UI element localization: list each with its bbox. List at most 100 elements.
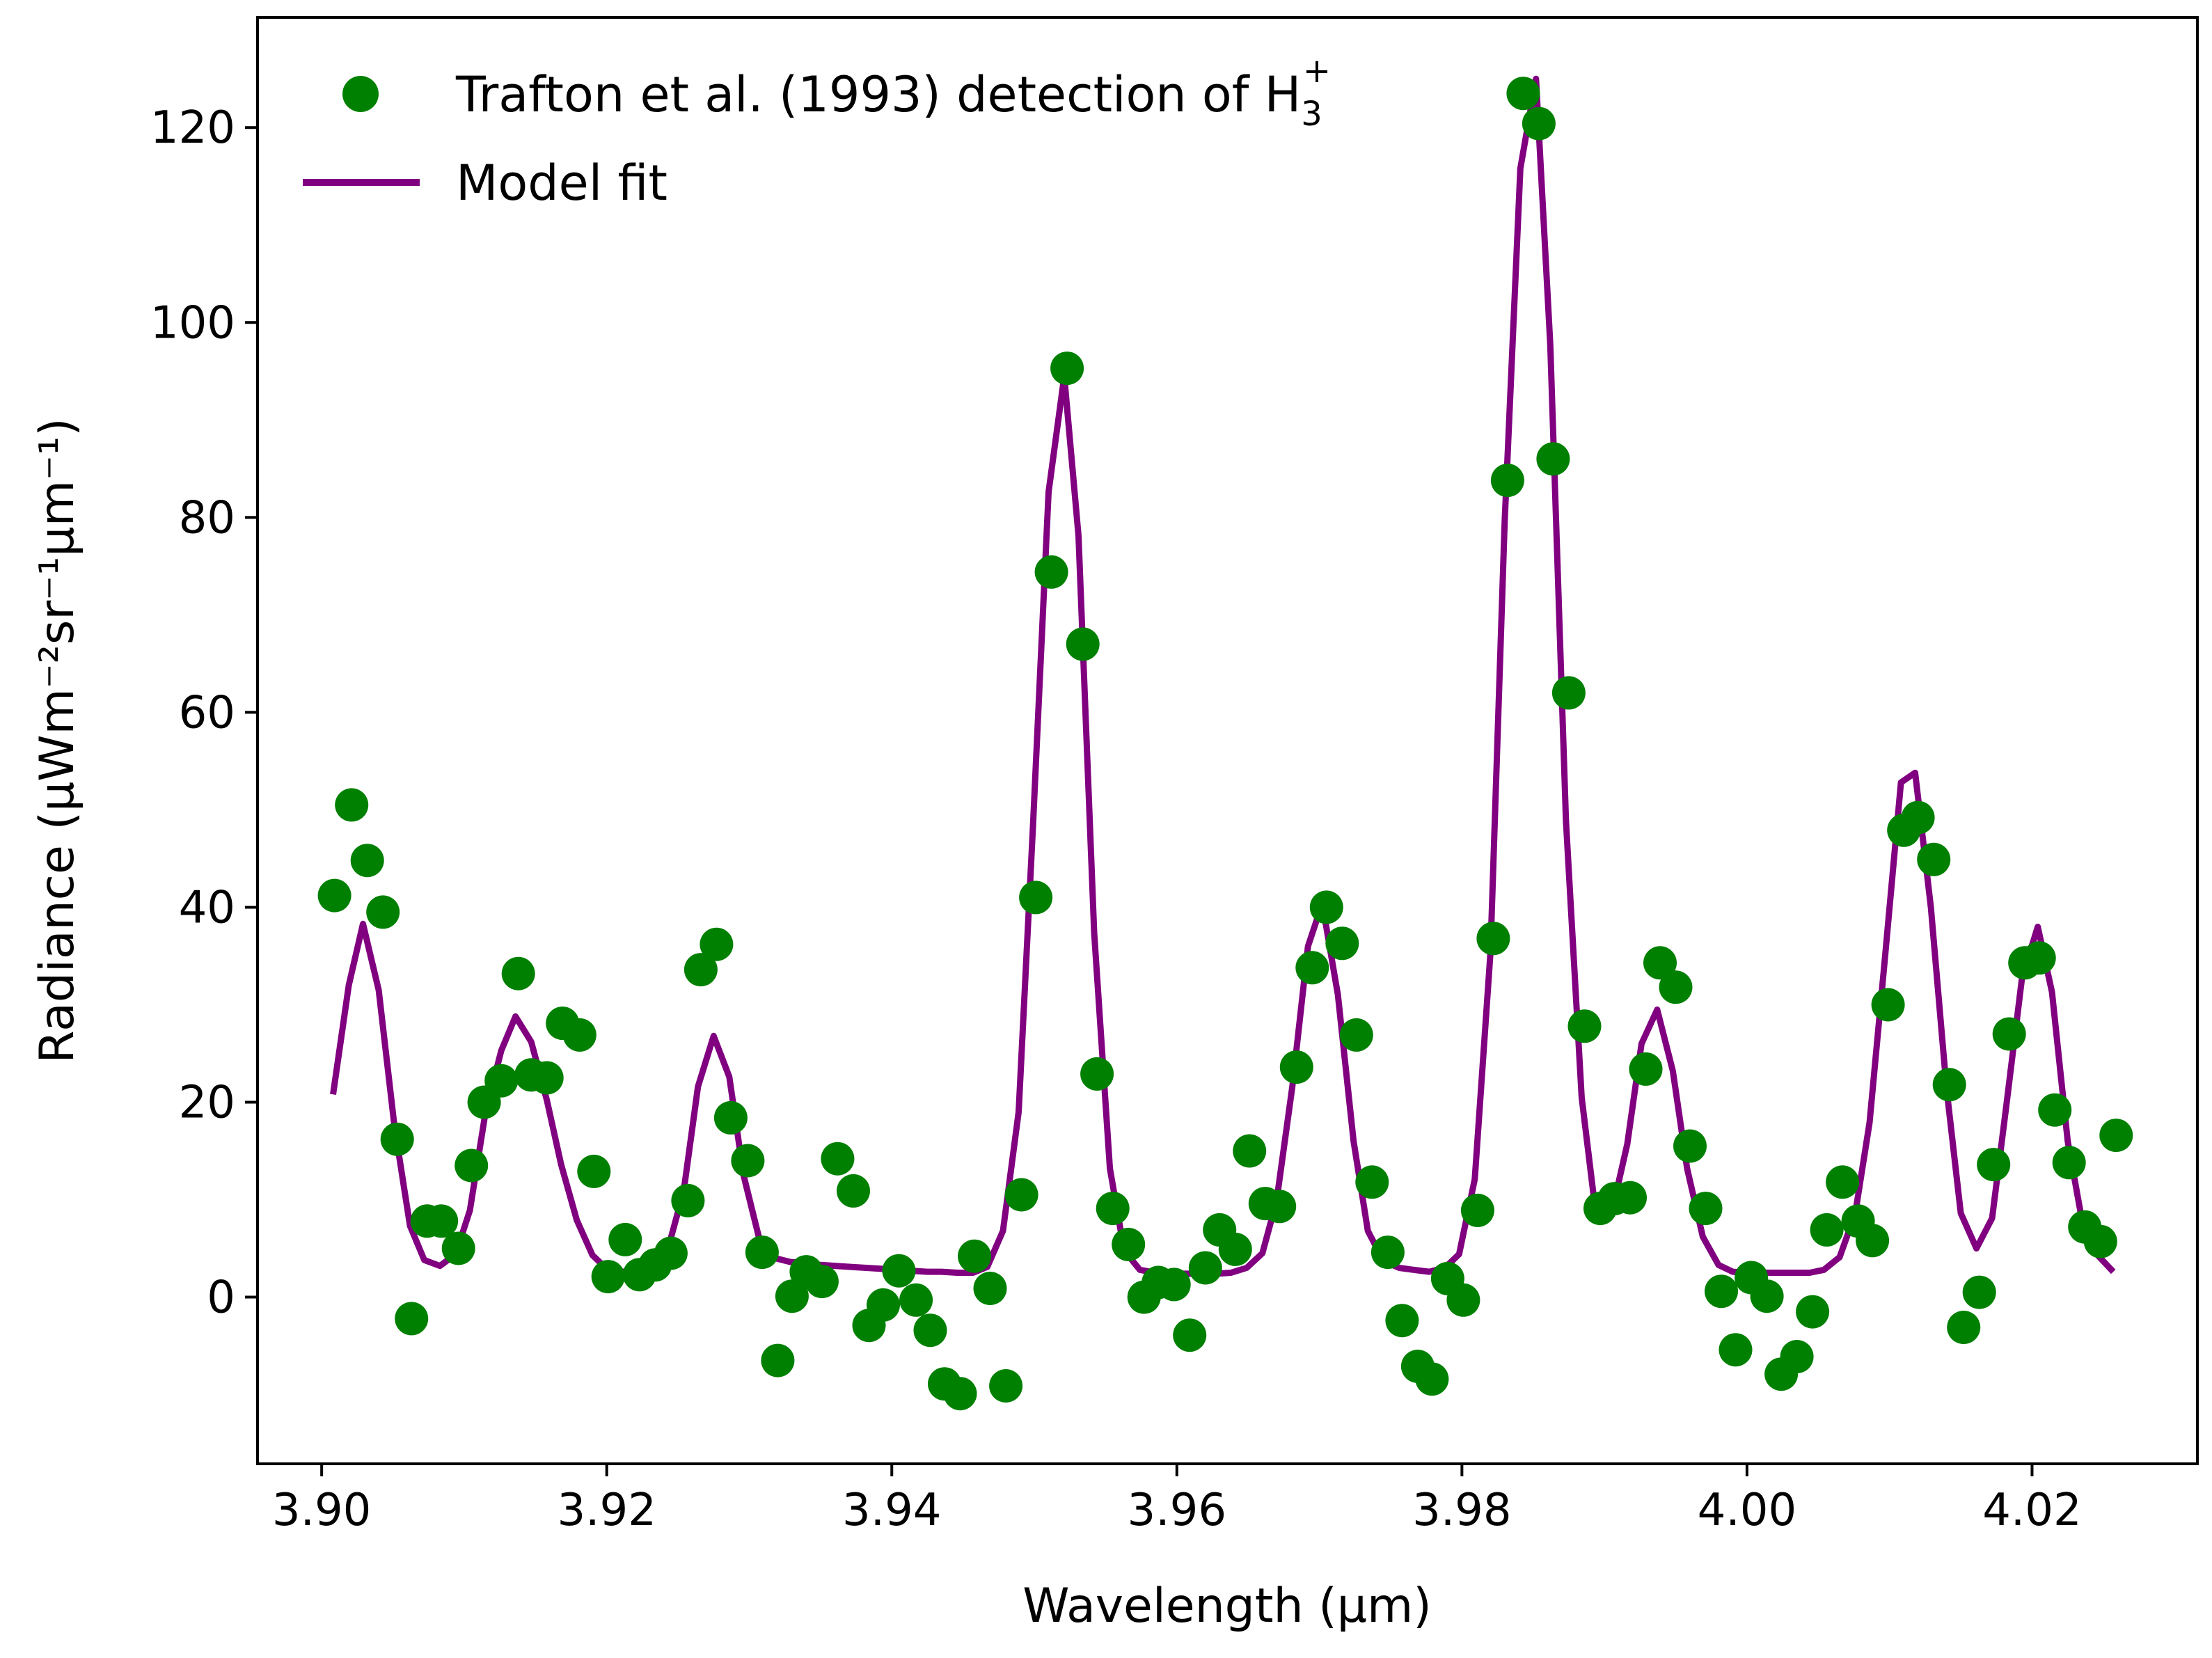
data-point <box>1080 1057 1114 1091</box>
data-point <box>1659 970 1693 1004</box>
data-point <box>1233 1134 1267 1168</box>
data-point <box>761 1343 795 1377</box>
data-point <box>1490 464 1524 498</box>
data-point <box>1446 1283 1480 1317</box>
data-point <box>1780 1340 1814 1373</box>
data-point <box>1188 1251 1222 1285</box>
data-point <box>684 953 718 987</box>
data-point <box>1355 1165 1389 1199</box>
data-point <box>591 1260 625 1294</box>
data-point <box>1004 1178 1038 1212</box>
x-axis-label: Wavelength (μm) <box>1022 1579 1432 1634</box>
data-point <box>501 956 535 990</box>
data-point <box>1522 106 1556 141</box>
data-point <box>1309 890 1343 924</box>
data-point <box>899 1283 933 1317</box>
data-point <box>2022 941 2056 975</box>
y-tick-label: 120 <box>150 102 235 154</box>
data-point <box>562 1018 597 1052</box>
data-point <box>380 1122 414 1156</box>
x-tick-label: 3.90 <box>272 1485 372 1536</box>
legend-superscript: + <box>1303 52 1331 90</box>
data-point <box>1871 988 1905 1022</box>
data-point <box>2052 1146 2086 1180</box>
data-point <box>2099 1119 2133 1153</box>
x-tick-label: 4.02 <box>1982 1485 2082 1536</box>
data-point <box>973 1272 1007 1305</box>
data-point <box>1295 951 1329 985</box>
data-point <box>1567 1009 1602 1043</box>
data-point <box>913 1313 947 1348</box>
data-point <box>1947 1311 1981 1344</box>
y-tick-label: 100 <box>150 297 235 349</box>
data-point <box>1810 1213 1844 1247</box>
data-point <box>1066 627 1100 661</box>
y-axis-label: Radiance (μWm⁻²sr⁻¹μm⁻¹) <box>30 418 85 1063</box>
data-point <box>1643 946 1677 980</box>
data-point <box>441 1231 475 1265</box>
data-point <box>1901 800 1935 835</box>
data-point <box>1034 555 1068 589</box>
x-tick-label: 3.92 <box>557 1485 656 1536</box>
data-point <box>1629 1052 1663 1086</box>
data-point <box>1218 1232 1252 1266</box>
data-point <box>805 1265 839 1299</box>
data-point <box>1173 1318 1207 1352</box>
data-point <box>1705 1274 1738 1309</box>
data-point <box>2038 1093 2072 1127</box>
data-point <box>1019 881 1053 915</box>
data-point <box>943 1377 977 1411</box>
legend-label-model-fit: Model fit <box>456 155 667 212</box>
data-point <box>608 1222 642 1256</box>
legend-subscript: 3 <box>1301 95 1322 134</box>
data-point <box>455 1148 489 1183</box>
plot-frame <box>256 16 2199 1465</box>
data-point <box>821 1142 855 1176</box>
data-point <box>867 1288 900 1322</box>
legend-label-observations: Trafton et al. (1993) detection of H3 + <box>455 52 1331 134</box>
data-point <box>958 1239 991 1273</box>
data-point <box>1476 922 1510 956</box>
x-tick-label: 3.94 <box>842 1485 942 1536</box>
data-point <box>1112 1227 1146 1261</box>
data-point <box>1096 1192 1130 1226</box>
data-point <box>1325 926 1359 961</box>
x-axis: 3.90 3.92 3.94 3.96 3.98 4.00 4.02 <box>272 1464 2082 1536</box>
y-tick-label: 60 <box>179 687 235 739</box>
data-point <box>1796 1295 1830 1329</box>
data-point <box>1415 1362 1449 1396</box>
data-point <box>882 1254 916 1288</box>
legend: Trafton et al. (1993) detection of H3 + M… <box>303 52 1331 212</box>
data-point <box>425 1204 459 1238</box>
data-point <box>775 1279 809 1313</box>
data-point <box>530 1061 564 1095</box>
y-tick-label: 80 <box>179 492 235 544</box>
data-point <box>671 1183 705 1217</box>
data-point <box>335 788 369 822</box>
y-tick-label: 40 <box>179 882 235 933</box>
x-tick-label: 4.00 <box>1698 1485 1797 1536</box>
legend-scatter-marker <box>342 76 379 112</box>
data-point <box>731 1144 765 1178</box>
data-point <box>1826 1165 1860 1199</box>
data-point <box>1992 1017 2026 1051</box>
y-tick-label: 20 <box>179 1077 235 1129</box>
data-point <box>713 1100 748 1135</box>
data-point <box>1689 1192 1723 1226</box>
data-point <box>1279 1050 1313 1084</box>
data-point <box>745 1235 779 1270</box>
data-point <box>1856 1224 1890 1258</box>
data-point <box>317 878 351 913</box>
data-point <box>1385 1304 1419 1338</box>
data-point <box>1050 352 1084 386</box>
data-point <box>1536 442 1570 476</box>
data-point <box>1719 1333 1753 1367</box>
data-point <box>484 1064 519 1098</box>
data-point <box>395 1302 429 1336</box>
data-point <box>1613 1181 1647 1215</box>
data-point <box>1932 1068 1966 1102</box>
data-point <box>1551 676 1586 710</box>
data-point <box>1339 1018 1373 1052</box>
